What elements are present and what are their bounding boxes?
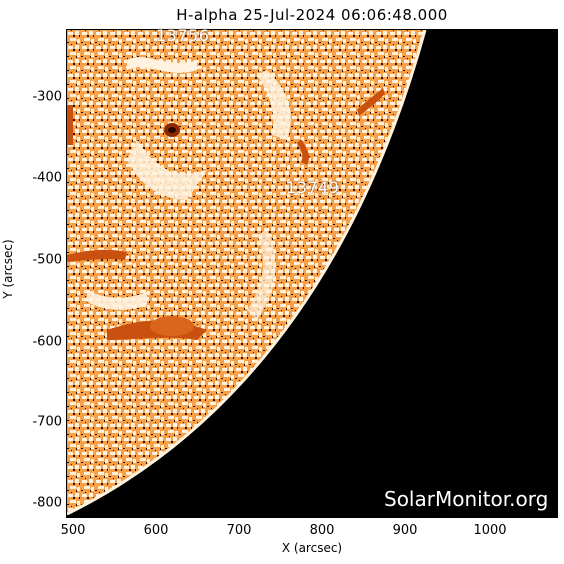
- y-tick: -600: [32, 334, 62, 350]
- y-tick: -700: [32, 414, 62, 430]
- x-tick: 800: [309, 523, 335, 538]
- y-tick: -400: [32, 170, 62, 186]
- solar-limb: [67, 30, 427, 516]
- y-tick: -500: [32, 252, 62, 268]
- watermark: SolarMonitor.org: [384, 487, 549, 511]
- y-tick: -300: [32, 89, 62, 105]
- image-title: H-alpha 25-Jul-2024 06:06:48.000: [176, 6, 448, 24]
- x-tick: 600: [143, 523, 169, 538]
- x-tick: 1000: [473, 523, 507, 538]
- x-tick: 700: [226, 523, 252, 538]
- y-axis-label: Y (arcsec): [1, 239, 15, 299]
- solar-image-panel: [66, 29, 558, 518]
- x-tick: 900: [392, 523, 418, 538]
- region-label-13749: 13749: [286, 178, 340, 197]
- region-label-13756: 13756: [156, 26, 210, 45]
- y-tick: -800: [32, 495, 62, 511]
- x-axis-label: X (arcsec): [281, 541, 343, 555]
- x-tick: 500: [60, 523, 86, 538]
- h-alpha-image: [67, 30, 557, 517]
